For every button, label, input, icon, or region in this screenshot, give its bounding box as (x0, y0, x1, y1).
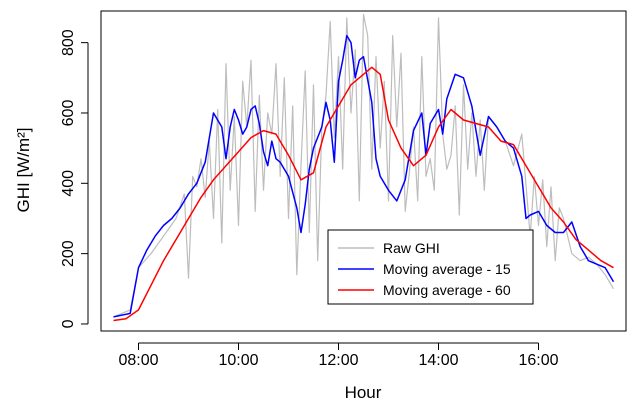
x-tick-label: 14:00 (418, 352, 458, 369)
x-axis-label: Hour (345, 383, 382, 402)
y-tick-label: 200 (60, 240, 77, 267)
y-tick-label: 400 (60, 170, 77, 197)
series-layer (113, 13, 615, 322)
legend-label: Moving average - 15 (383, 261, 511, 277)
legend-box (327, 229, 534, 305)
plot-frame (100, 10, 627, 332)
legend-label: Moving average - 60 (383, 282, 511, 298)
series-line-1 (113, 13, 615, 318)
y-axis-label: GHI [W/m²] (14, 128, 33, 213)
y-tick-label: 600 (60, 100, 77, 127)
series-line-2 (113, 34, 615, 318)
axis-layer: 08:00 10:00 12:00 14:00 16:00 0 200 400 600 800 (60, 29, 559, 369)
legend-entries: Raw GHI Moving average - 15 Moving average… (338, 240, 511, 298)
x-tick-label: 10:00 (218, 352, 258, 369)
legend: Raw GHI Moving average - 15 Moving average… (327, 229, 534, 305)
x-tick-label: 12:00 (318, 352, 358, 369)
series-line-3 (113, 66, 614, 322)
y-tick-label: 800 (60, 29, 77, 56)
legend-label: Raw GHI (383, 240, 440, 256)
x-tick-label: 16:00 (518, 352, 558, 369)
y-tick-label: 0 (60, 319, 77, 328)
x-tick-label: 08:00 (118, 352, 158, 369)
